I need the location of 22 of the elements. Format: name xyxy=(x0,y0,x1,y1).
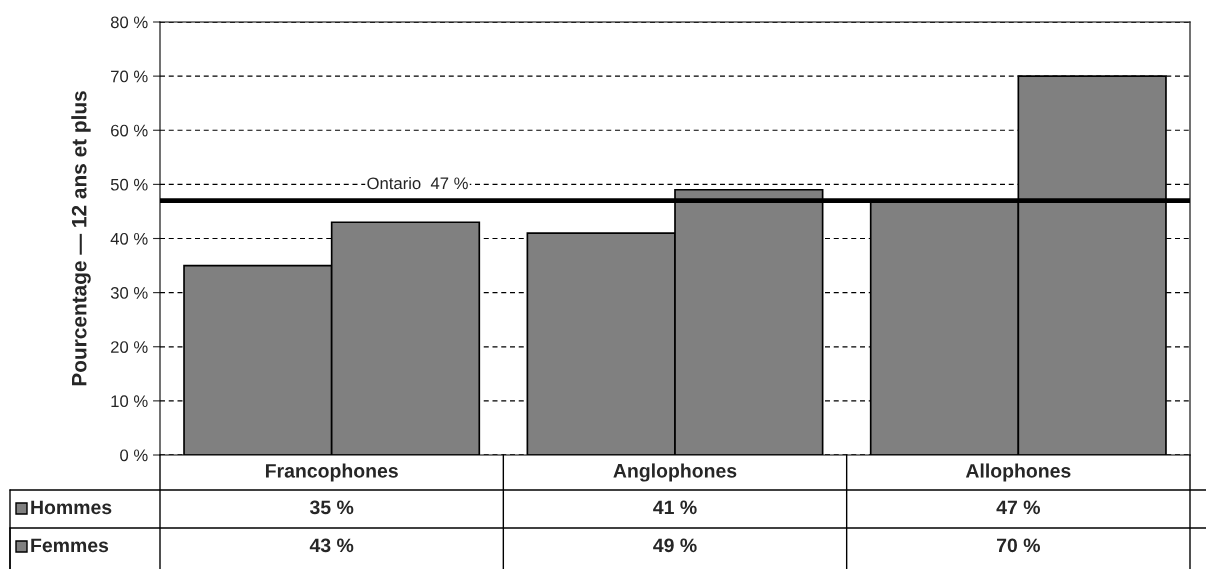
x-tick-label: Anglophones xyxy=(613,463,737,482)
y-tick-label: 80 % xyxy=(110,16,148,29)
data-label: 49 % xyxy=(653,538,697,553)
legend-label: Hommes xyxy=(31,500,112,515)
data-label: 35 % xyxy=(309,500,354,515)
y-tick-label: 10 % xyxy=(111,395,148,408)
y-tick-label: 50 % xyxy=(110,178,148,191)
data-label: 41 % xyxy=(653,500,697,515)
y-axis-title: Pourcentage — 12 ans et plus xyxy=(71,91,91,386)
x-tick-label: Allophones xyxy=(965,463,1071,482)
y-tick-label: 60 % xyxy=(111,124,148,137)
y-tick-label: 40 % xyxy=(110,232,148,245)
ref-line-label: Ontario 47 % xyxy=(367,176,468,190)
data-label: 43 % xyxy=(309,538,354,553)
y-tick-label: 30 % xyxy=(110,287,148,299)
data-label: 70 % xyxy=(997,538,1040,553)
y-tick-label: 70 % xyxy=(111,70,148,83)
y-tick-label: 20 % xyxy=(111,341,148,353)
y-tick-label: 0 % xyxy=(120,449,148,462)
x-tick-label: Francophones xyxy=(265,463,398,482)
legend-label: Femmes xyxy=(31,538,109,553)
data-label: 47 % xyxy=(996,500,1040,515)
